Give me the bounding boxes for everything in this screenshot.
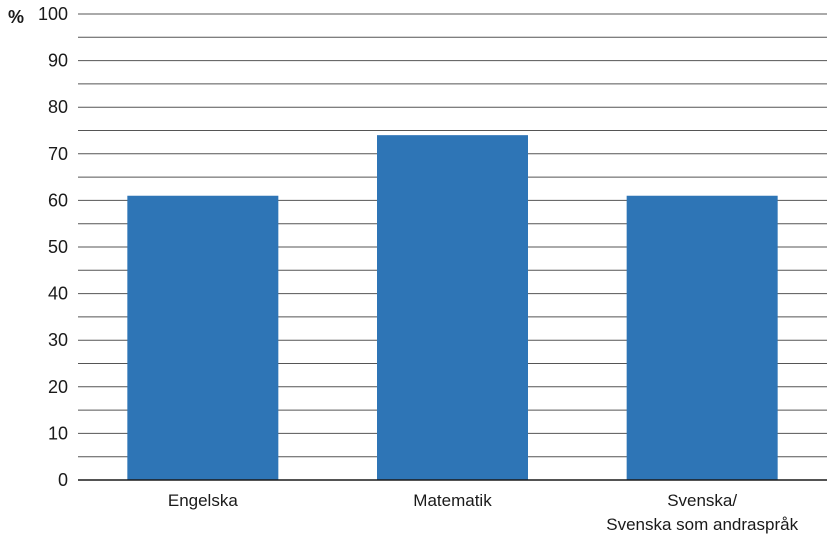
bar [626, 195, 778, 481]
y-tick-label: 90 [48, 51, 68, 71]
y-tick-label: 70 [48, 144, 68, 164]
y-tick-label: 10 [48, 423, 68, 443]
bar [127, 195, 279, 481]
y-tick-label: 20 [48, 377, 68, 397]
bar [377, 135, 528, 480]
x-category-label: Svenska som andraspråk [606, 515, 798, 534]
y-tick-label: 40 [48, 284, 68, 304]
category-labels: Engelska Matematik Svenska/Svenska som and… [168, 491, 799, 534]
y-tick-label: 80 [48, 97, 68, 117]
y-tick-label: 60 [48, 190, 68, 210]
y-axis-ticks: 0 10 20 30 40 50 60 70 80 90 100 [38, 4, 68, 490]
x-category-label: Matematik [413, 491, 492, 510]
x-category-label: Engelska [168, 491, 238, 510]
y-tick-label: 30 [48, 330, 68, 350]
y-tick-label: 50 [48, 237, 68, 257]
bars [127, 135, 778, 481]
y-tick-label: 0 [58, 470, 68, 490]
y-tick-label: 100 [38, 4, 68, 24]
y-unit-label: % [8, 7, 24, 27]
x-category-label: Svenska/ [667, 491, 737, 510]
